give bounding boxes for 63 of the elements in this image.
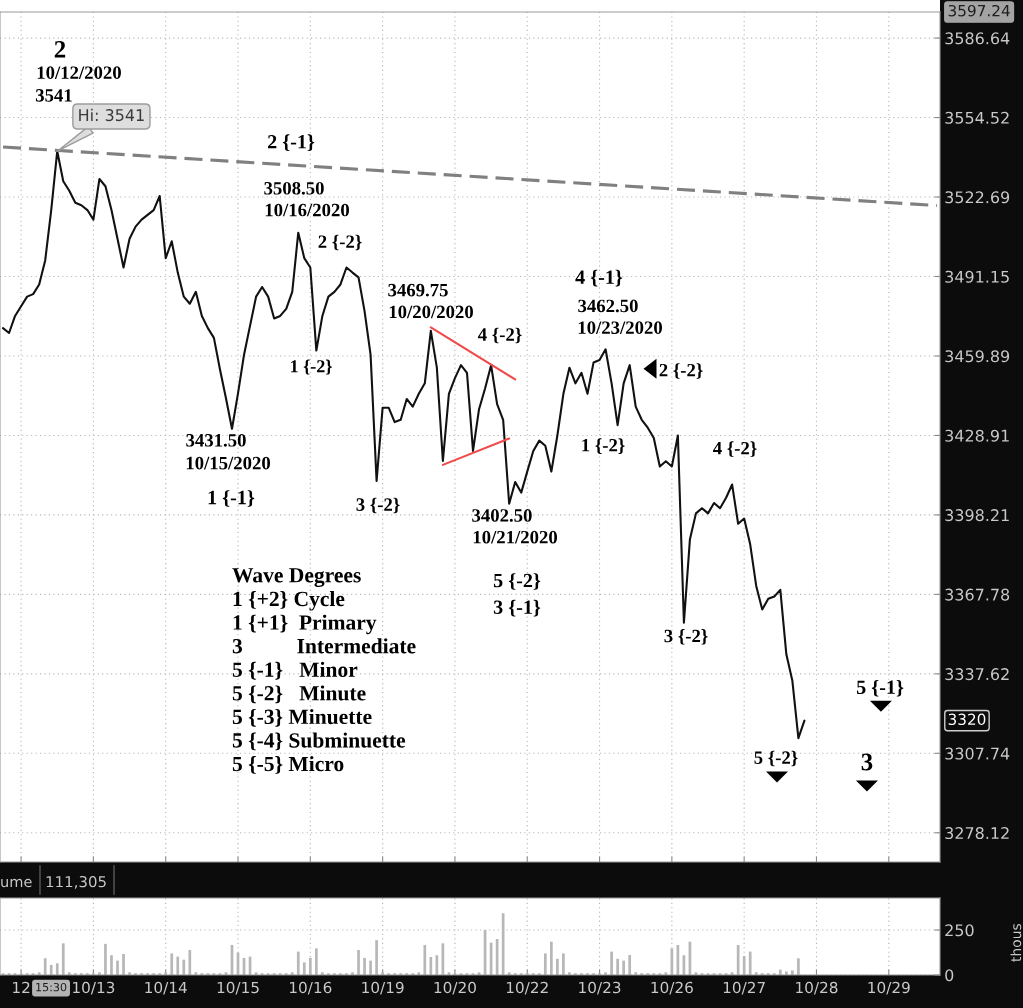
annotation: 3508.50: [264, 181, 324, 195]
x-tick-label: 10/27: [723, 981, 765, 995]
annotation: 10/15/2020: [186, 456, 271, 470]
text: 3597.24: [948, 4, 1010, 17]
x-tick-label: 10/15: [217, 981, 259, 995]
x-tick-label: 10/22: [506, 981, 548, 995]
annotation: 3462.50: [578, 299, 638, 313]
y-axis-title: thous: [1010, 923, 1022, 962]
chart-title: ume: [1, 878, 32, 888]
annotation: 4 {-2}: [478, 327, 522, 344]
y-tick-label: 3337.62: [945, 668, 1009, 681]
x-tick-label: 10/29: [868, 981, 910, 995]
y-tick-label: 3554.52: [945, 111, 1009, 124]
annotation: 2: [54, 40, 66, 58]
annotation: 5 {-2}: [493, 573, 541, 590]
text: 111,305: [46, 875, 106, 889]
annotation: 2 {-1}: [267, 134, 315, 152]
annotation: Hi: 3541: [79, 108, 144, 122]
annotation: 1 {-1}: [208, 490, 255, 507]
y-tick-label: 3586.64: [945, 32, 1010, 45]
annotation: 2 {-2}: [659, 363, 703, 379]
annotation: 10/23/2020: [578, 321, 663, 334]
annotation: 10/16/2020: [265, 203, 349, 217]
x-tick-label: 10/16: [289, 981, 332, 995]
y-tick-label: 3491.15: [945, 270, 1009, 283]
annotation: 3469.75: [388, 283, 448, 297]
y-tick-label: 3278.12: [945, 827, 1009, 840]
y-tick-label: 3459.89: [945, 350, 1010, 363]
x-tick-label: 12: [13, 981, 30, 994]
x-tick-label: 10/20: [434, 981, 476, 995]
annotation: 3431.50: [186, 433, 246, 447]
annotation: 4 {-2}: [713, 441, 757, 457]
annotation: 3541: [35, 89, 72, 102]
x-tick-label: 10/13: [73, 981, 115, 995]
x-tick-label: 10/23: [579, 981, 621, 995]
annotation: 10/12/2020: [37, 66, 121, 79]
x-tick-label: 10/26: [651, 981, 693, 995]
annotation: 10/20/2020: [389, 305, 473, 319]
annotation: 1 {-2}: [582, 438, 625, 454]
annotation: 10/21/2020: [473, 530, 558, 544]
text: Wave Degrees 1 {+2} Cycle 1 {+1} Primary 3 Intermediate 5 {-1} Minor 5 {-2} Minute 5 {-3} Minuette 5 {-4} Subminuette 5 {-5} Micro: [232, 568, 416, 774]
y-tick-label: 0: [945, 969, 954, 982]
text: 15:30: [36, 982, 67, 992]
annotation: 1 {-2}: [291, 359, 332, 375]
annotation: 3 {-1}: [493, 599, 541, 617]
y-tick-label: 3522.69: [945, 191, 1010, 204]
annotation: 5 {-2}: [754, 750, 798, 767]
annotation: 3 {-2}: [356, 497, 400, 514]
text: 3320: [948, 713, 986, 726]
y-tick-label: 3367.78: [945, 588, 1010, 601]
y-tick-label: 3398.21: [945, 509, 1009, 522]
annotation: 2 {-2}: [318, 234, 362, 251]
y-tick-label: 3307.74: [945, 747, 1010, 760]
annotation: 4 {-1}: [575, 269, 623, 287]
annotation: 3 {-2}: [664, 629, 708, 645]
annotation: 3402.50: [472, 509, 532, 522]
y-tick-label: 3428.91: [945, 429, 1009, 442]
y-tick-label: 250: [945, 924, 974, 937]
x-tick-label: 10/28: [796, 981, 838, 995]
x-tick-label: 10/14: [145, 981, 187, 995]
annotation: 5 {-1}: [856, 679, 904, 697]
annotation: 3: [861, 753, 873, 771]
x-tick-label: 10/19: [362, 981, 404, 995]
